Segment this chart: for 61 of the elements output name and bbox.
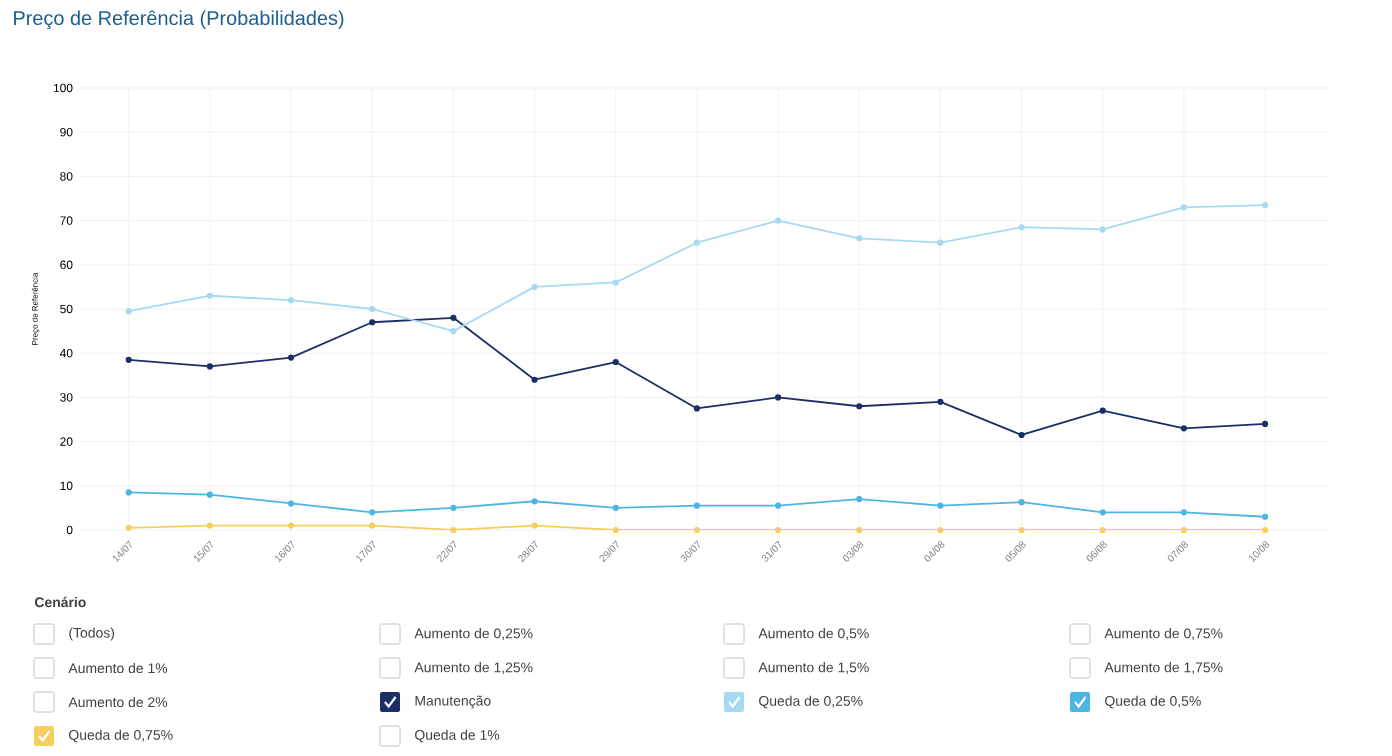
point [369, 305, 376, 313]
point [125, 356, 132, 363]
point [774, 217, 782, 224]
point [1099, 407, 1106, 414]
point [1262, 202, 1269, 209]
point [450, 314, 457, 321]
point [1180, 204, 1188, 211]
point [1099, 226, 1106, 233]
point [206, 491, 213, 498]
point [1099, 509, 1106, 516]
point [937, 526, 944, 534]
point [1180, 526, 1188, 534]
point [1262, 526, 1269, 534]
point [937, 398, 944, 405]
point [531, 522, 538, 529]
point [287, 354, 295, 361]
point [693, 239, 700, 246]
point [369, 522, 376, 529]
point [774, 502, 782, 509]
point [856, 495, 863, 503]
point [206, 363, 213, 370]
point [1180, 509, 1188, 516]
point [287, 297, 295, 304]
point [369, 509, 376, 516]
point [287, 522, 295, 529]
point [774, 526, 782, 534]
point [612, 279, 619, 286]
point [612, 504, 619, 511]
point [125, 308, 132, 315]
point [450, 328, 457, 335]
point [1262, 420, 1269, 428]
point [450, 526, 457, 534]
chart-title: Preço de Referência (Probabilidades) [14, 10, 344, 30]
point [774, 394, 782, 401]
point [531, 376, 538, 383]
point [612, 358, 619, 366]
point [1262, 513, 1269, 520]
point [937, 502, 944, 509]
point [531, 498, 538, 505]
point [937, 239, 944, 246]
point [1180, 425, 1188, 432]
point [1018, 431, 1025, 439]
point [125, 524, 132, 531]
point [856, 235, 863, 242]
point [1018, 526, 1025, 534]
point [450, 504, 457, 511]
point [206, 522, 213, 529]
point [693, 405, 700, 412]
point [612, 526, 619, 534]
point [206, 292, 213, 299]
point [856, 526, 863, 534]
point [693, 502, 700, 509]
point [1099, 526, 1106, 534]
point [1018, 499, 1025, 506]
point [856, 403, 863, 410]
point [693, 526, 700, 534]
point [125, 489, 132, 496]
point [1018, 224, 1025, 231]
point [287, 500, 295, 507]
point [369, 319, 376, 326]
point [531, 283, 538, 290]
